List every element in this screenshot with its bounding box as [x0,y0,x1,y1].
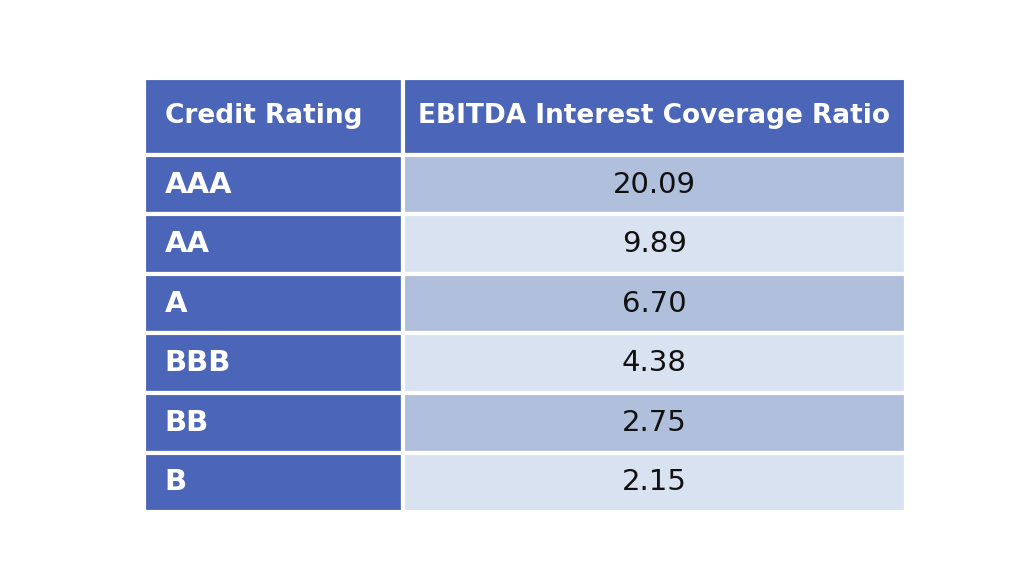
Text: 20.09: 20.09 [612,171,696,199]
FancyBboxPatch shape [143,453,402,512]
Text: 2.75: 2.75 [622,409,687,437]
Text: BB: BB [165,409,209,437]
FancyBboxPatch shape [402,214,905,274]
Text: Credit Rating: Credit Rating [165,103,362,129]
FancyBboxPatch shape [143,214,402,274]
FancyBboxPatch shape [402,155,905,214]
Text: 9.89: 9.89 [622,230,687,258]
Text: AAA: AAA [165,171,232,199]
FancyBboxPatch shape [143,333,402,393]
Text: A: A [165,290,187,317]
Text: 6.70: 6.70 [622,290,687,317]
FancyBboxPatch shape [143,274,402,333]
Text: B: B [165,468,186,496]
FancyBboxPatch shape [402,393,905,453]
Text: EBITDA Interest Coverage Ratio: EBITDA Interest Coverage Ratio [419,103,890,129]
FancyBboxPatch shape [402,77,905,155]
FancyBboxPatch shape [402,333,905,393]
FancyBboxPatch shape [143,77,402,155]
FancyBboxPatch shape [143,155,402,214]
FancyBboxPatch shape [402,453,905,512]
Text: 2.15: 2.15 [622,468,687,496]
Text: BBB: BBB [165,350,231,377]
FancyBboxPatch shape [402,274,905,333]
Text: AA: AA [165,230,210,258]
FancyBboxPatch shape [143,393,402,453]
Text: 4.38: 4.38 [622,350,687,377]
